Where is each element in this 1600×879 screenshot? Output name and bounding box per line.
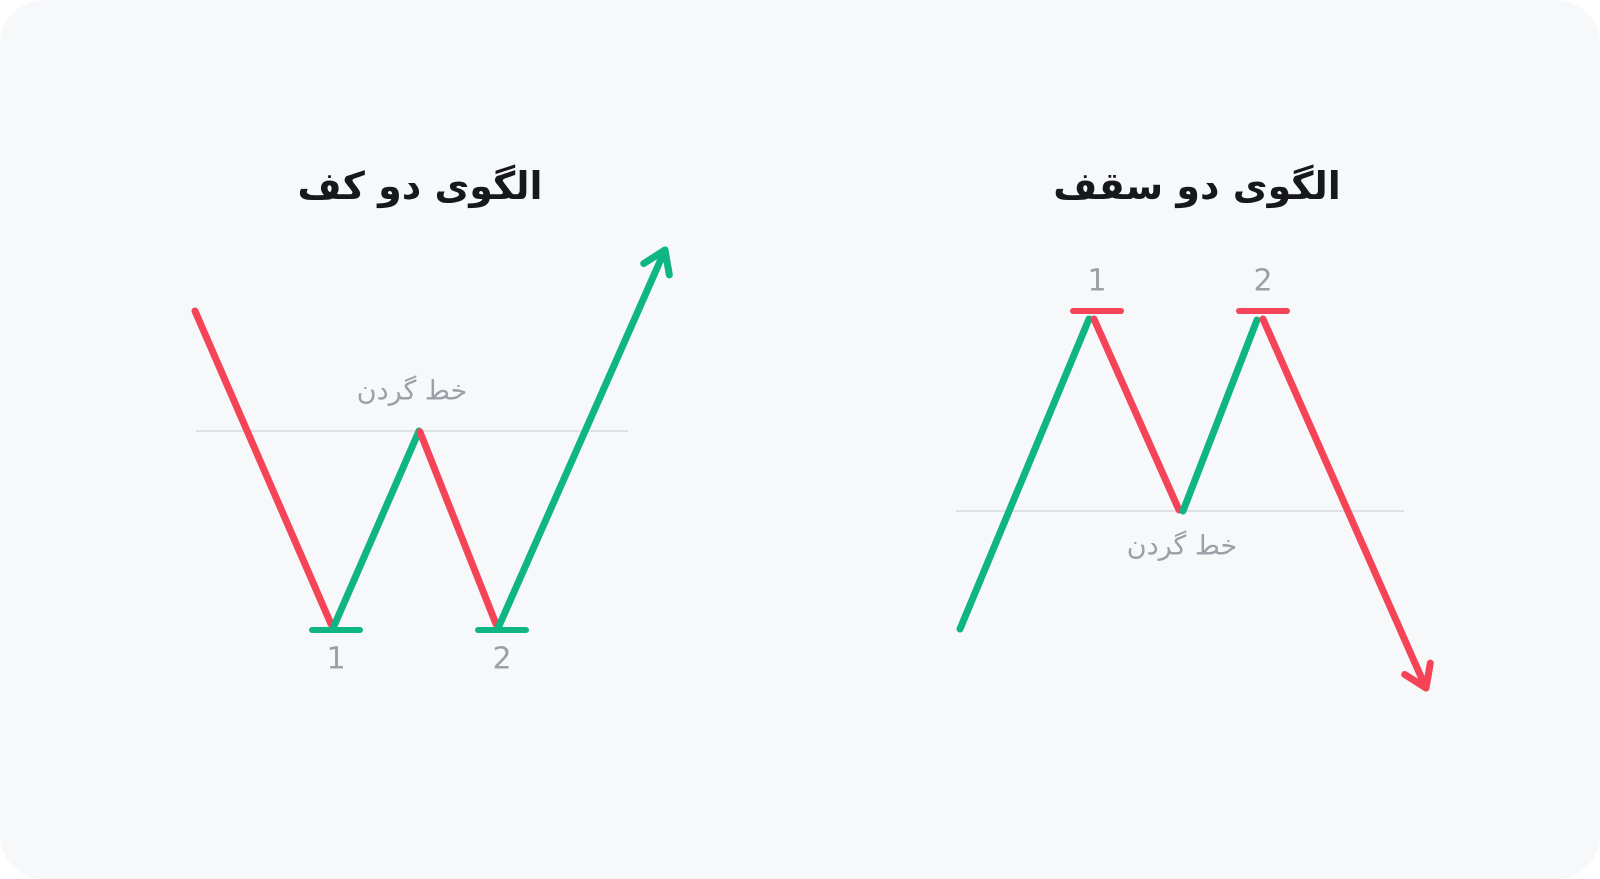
double-top-rally-1 — [956, 315, 1093, 633]
double-bottom-point-1-label: 1 — [326, 641, 346, 677]
double-bottom-rally-1 — [330, 427, 423, 630]
double-top-rally-2 — [1179, 316, 1261, 515]
double-top-point-2-label: 2 — [1253, 263, 1273, 299]
double-bottom-point-2-label: 2 — [492, 641, 512, 677]
pattern-segments — [191, 246, 1434, 692]
double-top-title: الگوی دو سقف — [1053, 164, 1341, 208]
double-top-breakdown-arrow — [1259, 315, 1434, 692]
double-bottom-decline-2 — [416, 428, 500, 628]
double-bottom-decline-1 — [191, 307, 335, 628]
double-top-neckline-label: خط گردن — [1126, 530, 1238, 562]
double-top-point-1-label: 1 — [1087, 263, 1107, 299]
double-bottom-neckline-label: خط گردن — [356, 375, 468, 407]
double-bottom-title: الگوی دو کف — [297, 164, 543, 208]
double-bottom-breakout-arrow — [495, 246, 673, 630]
double-top-decline-1 — [1090, 315, 1183, 514]
